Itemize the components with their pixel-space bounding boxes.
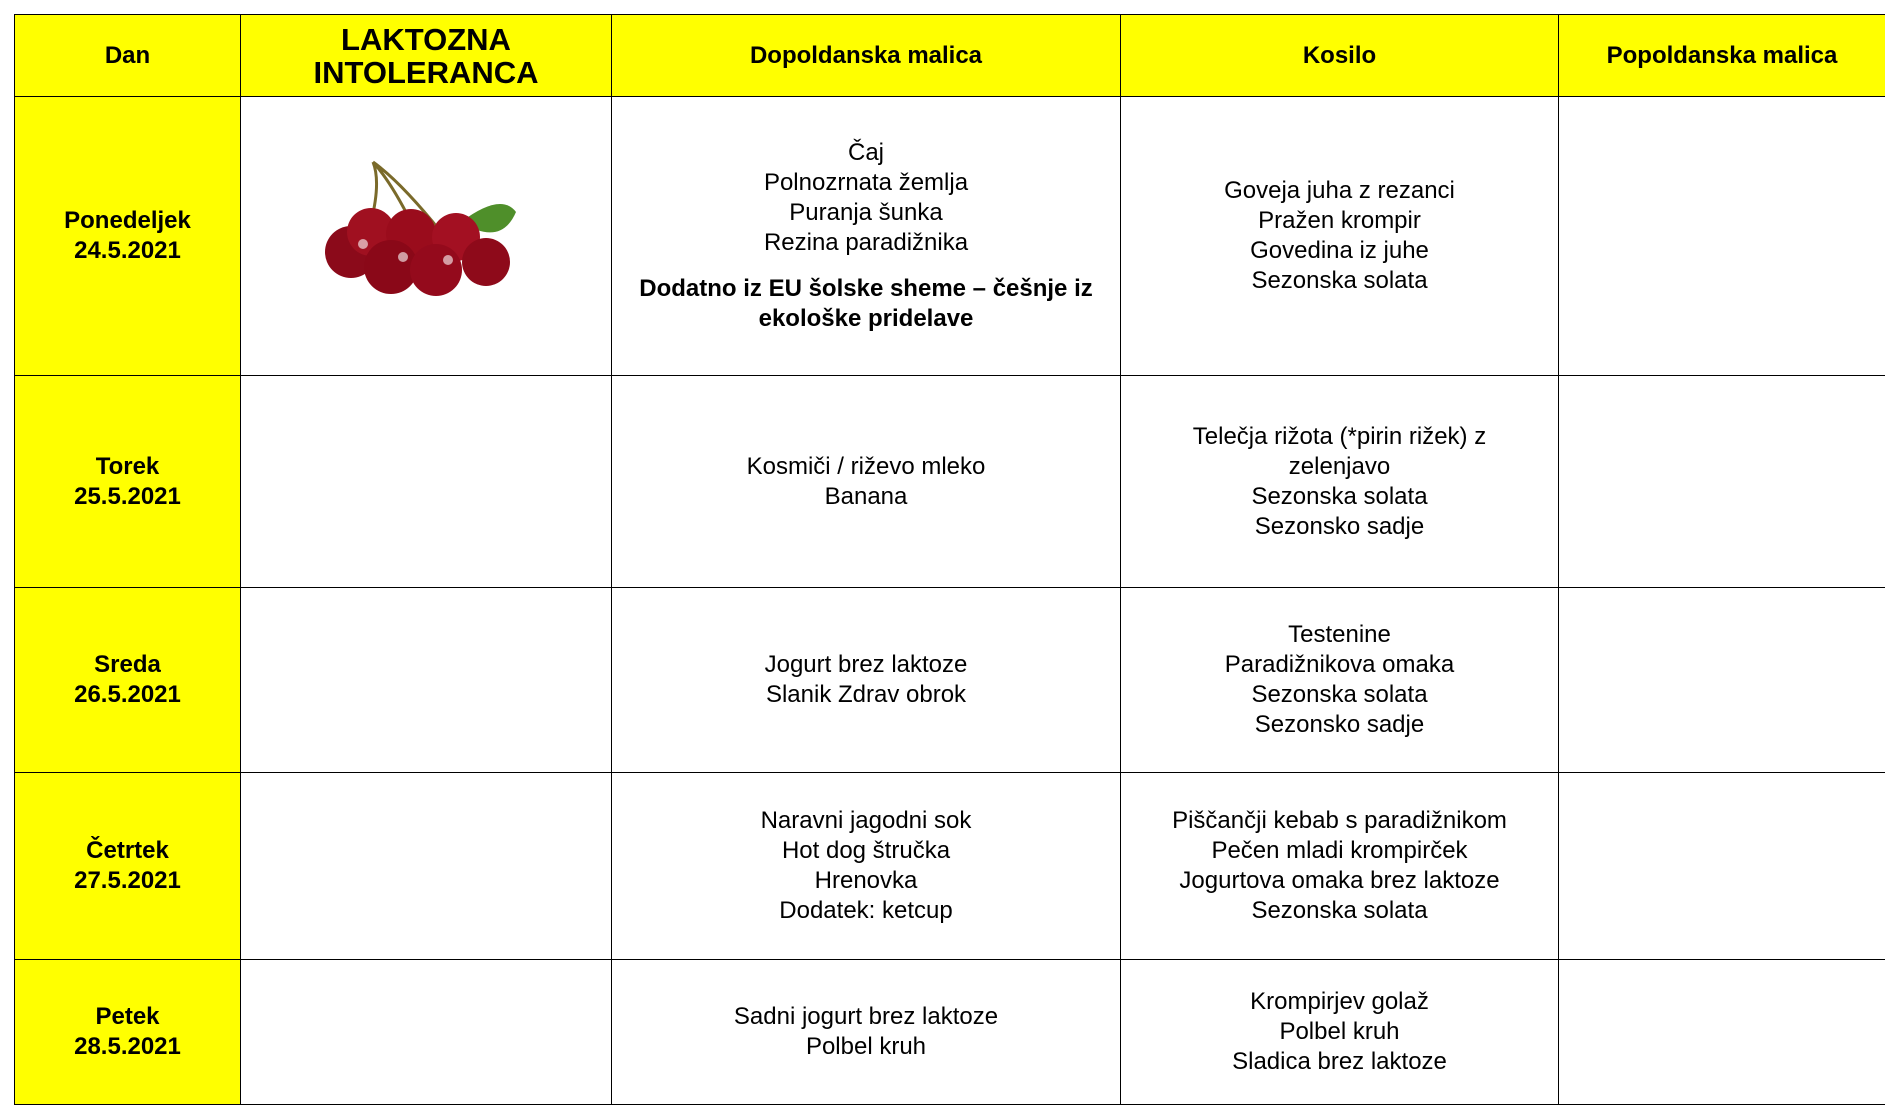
menu-item: Sezonska solata bbox=[1251, 482, 1428, 510]
day-date: 24.5.2021 bbox=[74, 237, 181, 264]
menu-item: Sezonska solata bbox=[1251, 897, 1428, 924]
menu-item: Krompirjev golaž bbox=[1250, 988, 1429, 1015]
lunch-cell: Piščančji kebab s paradižnikom Pečen mlad… bbox=[1120, 772, 1559, 960]
image-cell bbox=[240, 587, 612, 773]
afternoon-cell bbox=[1558, 375, 1885, 588]
header-cell: Dopoldanska malica bbox=[611, 14, 1121, 97]
menu-item: Pražen krompir bbox=[1258, 207, 1421, 234]
menu-item: Sezonska solata bbox=[1251, 681, 1428, 708]
header-cell: Dan bbox=[14, 14, 241, 97]
day-date: 26.5.2021 bbox=[74, 681, 181, 708]
day-name: Četrtek bbox=[86, 837, 169, 864]
image-cell bbox=[240, 375, 612, 588]
day-name: Sreda bbox=[94, 651, 161, 678]
lunch-cell: Goveja juha z rezanci Pražen krompir Goved… bbox=[1120, 96, 1559, 376]
image-cell bbox=[240, 772, 612, 960]
header-cell: LAKTOZNA INTOLERANCA bbox=[240, 14, 612, 97]
header-cell: Kosilo bbox=[1120, 14, 1559, 97]
day-cell: Torek 25.5.2021 bbox=[14, 375, 241, 588]
menu-item: Kosmiči / riževo mleko bbox=[746, 452, 986, 480]
menu-item: Sezonsko sadje bbox=[1254, 711, 1425, 738]
menu-item: Paradižnikova omaka bbox=[1224, 651, 1455, 678]
menu-item: Testenine bbox=[1288, 621, 1391, 648]
day-cell: Ponedeljek 24.5.2021 bbox=[14, 96, 241, 376]
menu-item: Puranja šunka bbox=[789, 199, 943, 226]
image-cell bbox=[240, 959, 612, 1105]
header-cell: Popoldanska malica bbox=[1558, 14, 1885, 97]
day-name: Torek bbox=[95, 452, 160, 480]
menu-item: Pečen mladi krompirček bbox=[1211, 837, 1468, 864]
menu-item: Rezina paradižnika bbox=[763, 229, 969, 256]
menu-item: Polbel kruh bbox=[805, 1033, 927, 1060]
menu-row: Četrtek 27.5.2021 Naravni jagodni sok Hot d… bbox=[14, 772, 1885, 960]
day-date: 27.5.2021 bbox=[74, 867, 181, 894]
menu-item: Sladica brez laktoze bbox=[1232, 1048, 1447, 1075]
lunch-cell: Testenine Paradižnikova omaka Sezonska sol… bbox=[1120, 587, 1559, 773]
menu-item: Goveja juha z rezanci bbox=[1224, 177, 1455, 204]
menu-row: Torek 25.5.2021 Kosmiči / riževo mleko Bana… bbox=[14, 375, 1885, 588]
header-text: LAKTOZNA INTOLERANCA bbox=[313, 21, 539, 90]
menu-item: Sadni jogurt brez laktoze bbox=[733, 1003, 999, 1030]
cherries-image bbox=[325, 160, 516, 296]
menu-item: Hot dog štručka bbox=[781, 837, 951, 864]
menu-item: Dodatek: ketcup bbox=[779, 897, 953, 924]
afternoon-cell bbox=[1558, 772, 1885, 960]
afternoon-cell bbox=[1558, 96, 1885, 376]
menu-item: Govedina iz juhe bbox=[1250, 237, 1429, 264]
menu-item: Hrenovka bbox=[814, 867, 918, 894]
afternoon-cell bbox=[1558, 587, 1885, 773]
morning-cell: Sadni jogurt brez laktoze Polbel kruh bbox=[611, 959, 1121, 1105]
morning-cell: Čaj Polnozrnata žemlja Puranja šunka Rezina… bbox=[611, 96, 1121, 376]
day-cell: Petek 28.5.2021 bbox=[14, 959, 241, 1105]
morning-cell: Jogurt brez laktoze Slanik Zdrav obrok bbox=[611, 587, 1121, 773]
menu-item: Piščančji kebab s paradižnikom bbox=[1172, 807, 1507, 834]
day-name: Petek bbox=[95, 1003, 160, 1030]
menu-item: Čaj bbox=[847, 139, 884, 166]
day-date: 25.5.2021 bbox=[74, 482, 181, 510]
afternoon-cell bbox=[1558, 959, 1885, 1105]
morning-cell: Kosmiči / riževo mleko Banana bbox=[611, 375, 1121, 588]
menu-item: Slanik Zdrav obrok bbox=[765, 681, 967, 708]
day-cell: Četrtek 27.5.2021 bbox=[14, 772, 241, 960]
menu-row: Petek 28.5.2021 Sadni jogurt brez laktoze P… bbox=[14, 959, 1885, 1105]
menu-item: Telečja rižota (*pirin rižek) z zelenjav… bbox=[1192, 422, 1487, 480]
menu-item: Jogurt brez laktoze bbox=[764, 651, 968, 678]
image-cell bbox=[240, 96, 612, 376]
menu-item: Polnozrnata žemlja bbox=[763, 169, 969, 196]
menu-table: Dan LAKTOZNA INTOLERANCA Dopoldanska mal… bbox=[14, 14, 1885, 1105]
menu-row: Ponedeljek 24.5.2021 Čaj Polnozrnata žemlj… bbox=[14, 96, 1885, 376]
menu-row: Sreda 26.5.2021 Jogurt brez laktoze Slanik … bbox=[14, 587, 1885, 773]
lunch-cell: Krompirjev golaž Polbel kruh Sladica brez … bbox=[1120, 959, 1559, 1105]
day-date: 28.5.2021 bbox=[74, 1033, 181, 1060]
header-row: Dan LAKTOZNA INTOLERANCA Dopoldanska mal… bbox=[14, 14, 1885, 97]
menu-item: Polbel kruh bbox=[1279, 1018, 1400, 1045]
menu-item: Banana bbox=[824, 482, 908, 510]
menu-note: Dodatno iz EU šolske sheme – češnje iz e… bbox=[639, 275, 1093, 332]
menu-item: Naravni jagodni sok bbox=[760, 807, 972, 834]
menu-item: Sezonsko sadje bbox=[1254, 512, 1425, 540]
day-name: Ponedeljek bbox=[64, 207, 191, 234]
table-body: Ponedeljek 24.5.2021 Čaj Polnozrnata žemlj… bbox=[14, 96, 1885, 1105]
menu-item: Jogurtova omaka brez laktoze bbox=[1179, 867, 1500, 894]
menu-item: Sezonska solata bbox=[1251, 267, 1428, 294]
day-cell: Sreda 26.5.2021 bbox=[14, 587, 241, 773]
morning-cell: Naravni jagodni sok Hot dog štručka Hrenov… bbox=[611, 772, 1121, 960]
lunch-cell: Telečja rižota (*pirin rižek) z zelenjav… bbox=[1120, 375, 1559, 588]
